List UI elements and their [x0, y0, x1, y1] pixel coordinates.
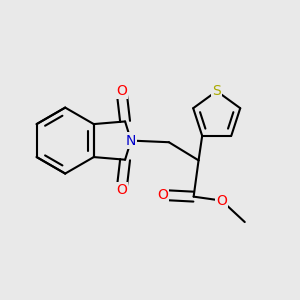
Text: O: O — [216, 194, 227, 208]
Text: N: N — [126, 134, 136, 148]
Text: O: O — [157, 188, 168, 202]
Text: S: S — [212, 84, 221, 98]
Text: O: O — [116, 183, 127, 197]
Text: O: O — [116, 84, 127, 98]
